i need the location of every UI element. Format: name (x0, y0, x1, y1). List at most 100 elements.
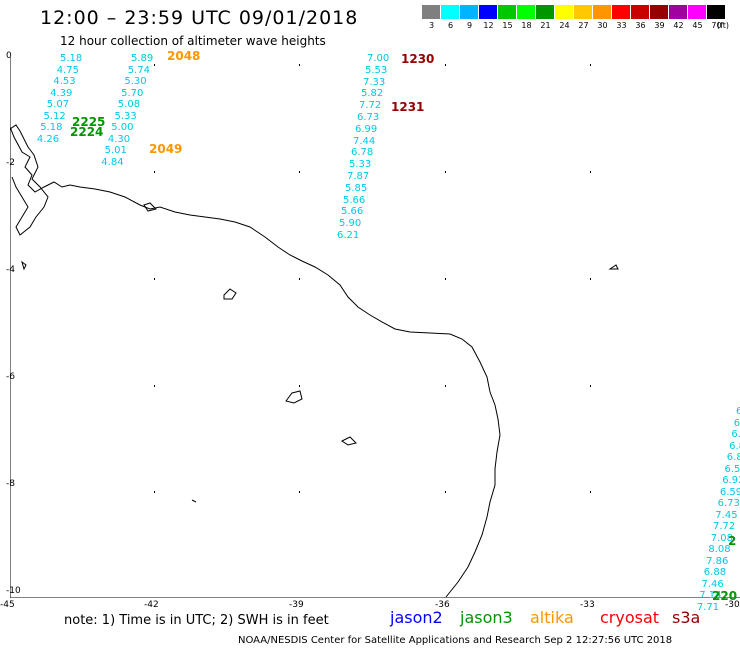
northwest-coast (10, 124, 49, 236)
wave-height-value: 7.14 (699, 590, 722, 601)
wave-height-value: 7.08 (710, 532, 733, 544)
wave-height-value: 7.46 (701, 578, 724, 590)
legend-jason2: jason2 (390, 608, 443, 627)
scale-label: 36 (635, 21, 646, 30)
wave-height-value: 7.00 (367, 53, 390, 64)
wave-height-value: 4.53 (53, 76, 76, 87)
wave-height-value: 6.8 (729, 440, 740, 452)
wave-height-value: 7.44 (353, 135, 376, 147)
wave-height-value: 5.74 (127, 64, 150, 76)
legend-jason3: jason3 (460, 608, 513, 627)
wave-height-value: 5.89 (131, 53, 154, 64)
scale-label: 9 (466, 21, 473, 30)
pass-label: 2224 (70, 125, 104, 139)
scale-label: 21 (540, 21, 551, 30)
wave-height-value: 7.72 (359, 100, 382, 112)
scale-cell (688, 5, 707, 19)
wave-height-value: 5.00 (111, 122, 134, 133)
wave-height-value: 7.71 (696, 601, 720, 613)
x-tick-label: -33 (580, 600, 595, 610)
wave-height-value: 5.08 (117, 99, 141, 110)
wave-height-value: 4.26 (36, 133, 60, 145)
pass-label: 1230 (401, 52, 435, 66)
x-tick-label: -45 (0, 600, 15, 610)
island-4 (143, 202, 157, 212)
wave-height-value: 5.66 (343, 194, 366, 206)
scale-label: 12 (483, 21, 494, 30)
x-tick-label: -30 (725, 600, 740, 610)
wave-height-value: 6 (733, 417, 740, 429)
pass-label: 220 (712, 589, 738, 603)
wave-height-value: 6.88 (703, 567, 727, 578)
grid-markers (154, 64, 591, 493)
scale-label: 3 (428, 21, 435, 30)
wave-height-value: 7.87 (347, 171, 370, 182)
scale-cell (536, 5, 555, 19)
scale-cell (479, 5, 498, 19)
pass-label: 2049 (149, 142, 183, 156)
pass-label: 2225 (72, 115, 106, 129)
pass-label: 2048 (167, 49, 201, 63)
wave-height-value: 4.75 (56, 64, 79, 76)
color-scale (422, 5, 726, 19)
wave-height-value: 5.33 (114, 110, 137, 122)
scale-cell (460, 5, 479, 19)
y-tick-label: -4 (6, 265, 15, 275)
wave-height-value: 5.01 (104, 145, 127, 156)
map-subtitle: 12 hour collection of altimeter wave hei… (60, 34, 326, 48)
scale-label: 15 (502, 21, 513, 30)
wave-height-value: 4.84 (101, 156, 124, 168)
x-tick-label: -42 (144, 600, 159, 610)
scale-cell (669, 5, 688, 19)
legend-altika: altika (530, 608, 574, 627)
scale-label: 42 (673, 21, 684, 30)
wave-height-value: 7.72 (713, 521, 736, 532)
wave-height-value: 6.57 (724, 463, 740, 475)
wave-height-value: 6.73 (357, 112, 380, 123)
y-tick-label: 0 (6, 51, 12, 61)
scale-label: 70 (711, 21, 722, 30)
legend-cryosat: cryosat (600, 608, 660, 627)
scale-cell (422, 5, 441, 19)
coastline (10, 126, 501, 598)
scale-cell (555, 5, 574, 19)
scale-cell (612, 5, 631, 19)
wave-height-value: 6.73 (717, 498, 740, 509)
island-1 (223, 288, 237, 300)
y-tick-label: -8 (6, 479, 15, 489)
wave-height-value: 6.59 (719, 486, 740, 498)
map-canvas (10, 57, 740, 598)
wave-height-value: 5.18 (40, 122, 63, 133)
wave-height-value: 5.30 (124, 76, 147, 87)
wave-height-value: 4.30 (107, 133, 131, 145)
wave-height-value: 6.8 (726, 452, 740, 463)
wave-height-value: 6. (731, 429, 740, 440)
legend-s3a: s3a (672, 608, 701, 627)
wave-height-value: 6.92 (722, 475, 740, 486)
scale-cell (593, 5, 612, 19)
scale-cell (517, 5, 536, 19)
wave-height-value: 5.85 (345, 182, 368, 194)
x-tick-label: -39 (289, 600, 304, 610)
island-2 (285, 390, 303, 404)
wave-height-value: 5.70 (121, 87, 144, 99)
y-tick-label: -2 (6, 158, 15, 168)
scale-cell (441, 5, 460, 19)
x-tick-label: -36 (435, 600, 450, 610)
scale-cell (498, 5, 517, 19)
scale-cell (707, 5, 726, 19)
wave-height-value: 8.08 (708, 544, 731, 555)
scale-label: 6 (447, 21, 454, 30)
island-5 (608, 264, 619, 270)
note-text: note: 1) Time is in UTC; 2) SWH is in fe… (64, 613, 329, 628)
wave-height-value: 6.99 (355, 123, 378, 135)
scale-label: 45 (692, 21, 703, 30)
wave-height-value: 5.82 (361, 88, 384, 100)
island-3 (341, 436, 357, 446)
wave-height-value: 6.21 (337, 230, 360, 241)
scale-label: 18 (521, 21, 532, 30)
wave-height-value: 6.78 (351, 147, 374, 159)
wave-height-value: 5.18 (60, 53, 83, 64)
scale-cell (574, 5, 593, 19)
wave-height-value: 5.90 (339, 218, 362, 230)
